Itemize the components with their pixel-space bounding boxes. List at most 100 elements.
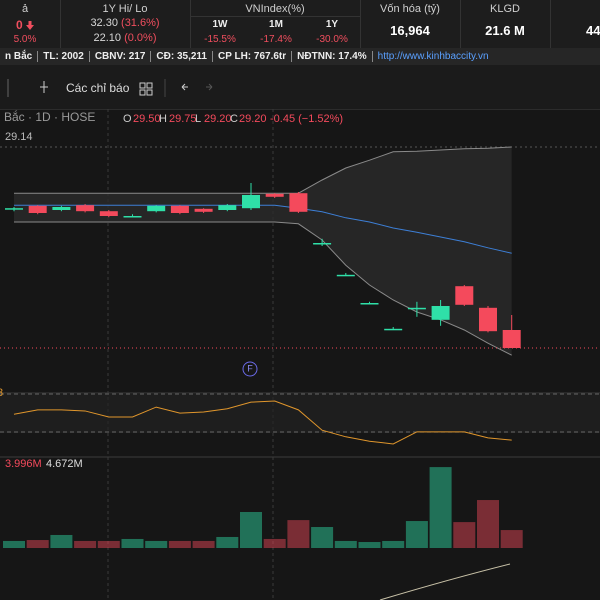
symbol: Bắc · 1D · HOSE	[4, 109, 95, 124]
volume-bar	[168, 540, 191, 548]
volume-bar	[240, 511, 262, 548]
band-lower	[14, 221, 512, 356]
volume-bar	[500, 530, 523, 548]
legend-l: 29.20	[204, 113, 232, 125]
hi-pct: (31.6%)	[121, 17, 160, 29]
candle-body	[479, 307, 497, 332]
event-marker: F	[247, 363, 253, 373]
hi: 32.30	[90, 17, 118, 29]
label: ả	[21, 3, 29, 15]
volume-bar	[50, 534, 73, 548]
candle-body	[265, 193, 284, 197]
volume-bar	[382, 540, 405, 548]
volume-bar	[477, 500, 499, 548]
price-col: ả 0 5.0%	[0, 0, 61, 48]
candle-body	[384, 328, 403, 331]
oscillator-line	[13, 400, 512, 445]
info-bar: n Bắc TL: 2002 CBNV: 217 CĐ: 35,211 CP LH: 7…	[0, 48, 600, 65]
candle-body	[170, 205, 189, 213]
candle-body	[431, 306, 450, 320]
period-value: -30.0%	[316, 34, 348, 45]
legend-o: 29.50	[133, 113, 161, 125]
cap-col: Vốn hóa (tỷ) 16,964	[360, 0, 461, 48]
legend-c-label: C	[230, 113, 238, 125]
legend-l-label: L	[195, 113, 201, 125]
volume-label: 3.996M	[5, 458, 42, 470]
period: 1M	[269, 19, 283, 30]
price-label: 29.14	[5, 131, 33, 143]
period: 1W	[212, 19, 228, 30]
value: 16,964	[390, 23, 430, 38]
value: 44	[586, 23, 600, 38]
period: 1Y	[325, 19, 339, 30]
info-item: CĐ: 35,211	[150, 51, 212, 62]
hilo-col: 1Y Hi/ Lo 32.30 (31.6%) 22.10 (0.0%)	[60, 0, 191, 48]
volume-bar	[334, 540, 357, 548]
volume-bar	[121, 538, 144, 548]
candle-body	[218, 205, 237, 210]
lo: 22.10	[93, 32, 122, 44]
legend-c: 29.20	[239, 113, 267, 125]
volume-label: 4.672M	[46, 458, 83, 470]
info-item: NĐTNN: 17.4%	[291, 51, 372, 62]
indicators-button[interactable]: Các chỉ báo	[66, 81, 130, 95]
info-item: CP LH: 767.6tr	[211, 51, 292, 62]
candle-body	[242, 195, 260, 209]
volume-bar	[263, 538, 286, 548]
legend-change: -0.45 (−1.52%)	[270, 113, 343, 125]
toolbar-icons	[7, 79, 213, 97]
candle-body	[99, 211, 118, 216]
candle-body	[123, 216, 142, 218]
candle-body	[5, 208, 23, 210]
legend-h: 29.75	[169, 113, 197, 125]
info-item: n Bắc	[5, 51, 33, 62]
label: KLGD	[490, 3, 520, 15]
label: Vốn hóa (tỷ)	[380, 3, 440, 15]
candle-body	[28, 205, 47, 213]
candle-body	[76, 205, 95, 212]
period-value: -17.4%	[260, 34, 292, 45]
candle-body	[289, 193, 308, 212]
header: ả 0 5.0% 1Y Hi/ Lo 32.30 (31.6%) 22.10 (…	[0, 0, 600, 49]
event-marker-circle	[242, 361, 258, 377]
info-item: CBNV: 217	[88, 51, 151, 62]
volume-bar	[74, 540, 97, 548]
label: VNIndex(%)	[245, 3, 305, 15]
candle-body	[360, 303, 379, 305]
volume-bar	[311, 527, 334, 548]
last-col: 44	[550, 0, 600, 48]
candle-body	[407, 307, 426, 310]
volume-bar	[26, 540, 49, 548]
info-item: http://www.kinhbaccity.vn	[371, 51, 494, 62]
volume-bar	[145, 540, 168, 548]
candle-body	[336, 274, 355, 277]
volume-bar	[358, 542, 381, 548]
candle-body	[147, 205, 166, 212]
down-arrow	[26, 21, 35, 31]
volume-bar	[192, 540, 215, 548]
candle-body	[52, 207, 71, 210]
toolbar: Các chỉ báo	[0, 65, 600, 110]
volume-bar	[97, 540, 120, 548]
chart: 3 3.996M 4.672M Bắc · 1D · HOSE O 29.50H 29.75…	[0, 109, 600, 600]
candle-body	[313, 243, 332, 245]
volume-bar	[287, 520, 310, 548]
candle-body	[502, 330, 521, 348]
volume-bar	[429, 467, 452, 548]
info-item: TL: 2002	[37, 51, 89, 62]
period-value: -15.5%	[204, 34, 236, 45]
vnindex-col: VNIndex(%) 1W -15.5% 1M -17.4% 1Y -30.0%	[190, 0, 361, 48]
candle-body	[455, 286, 474, 305]
band-fill	[14, 147, 512, 356]
oscillator-label: 3	[0, 387, 3, 399]
volume-bar	[216, 536, 239, 548]
band-upper	[14, 146, 512, 194]
volume-bar	[3, 540, 25, 548]
band-middle	[14, 204, 512, 254]
volume-bar	[405, 521, 428, 548]
value: 21.6 M	[485, 23, 525, 38]
label: 1Y Hi/ Lo	[102, 3, 148, 15]
candle-body	[194, 208, 213, 212]
lo-pct: (0.0%)	[124, 32, 157, 44]
